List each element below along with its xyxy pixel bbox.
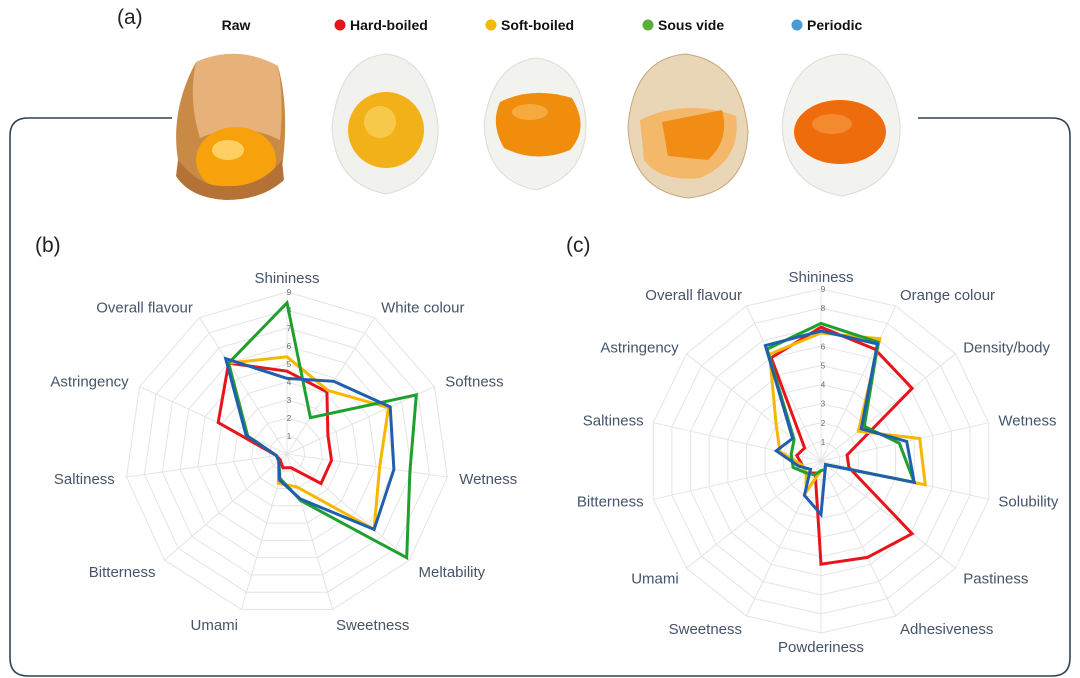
tick-label: 6 — [287, 342, 292, 351]
soft-boiled-egg-photo — [483, 57, 587, 191]
axis-label-overall-flavour: Overall flavour — [96, 300, 193, 317]
tick-label: 1 — [287, 432, 292, 441]
legend-label-hard-boiled: Hard-boiled — [350, 17, 428, 33]
legend-label-soft-boiled: Soft-boiled — [501, 17, 574, 33]
axis-label-density-body: Density/body — [963, 340, 1050, 357]
tick-label: 4 — [287, 378, 292, 387]
tick-label: 4 — [821, 381, 826, 390]
axis-label-astringency: Astringency — [50, 374, 129, 391]
grid-spoke — [286, 317, 376, 455]
tick-label: 2 — [821, 419, 826, 428]
axis-label-orange-colour: Orange colour — [900, 287, 995, 304]
series-hard-boiled — [216, 361, 334, 486]
panel-label-a: (a) — [117, 6, 143, 29]
periodic-egg-photo — [781, 53, 901, 197]
panel-frame — [9, 117, 1071, 677]
grid-ring — [215, 381, 359, 524]
grid-ring — [161, 327, 413, 576]
grid-spoke — [820, 353, 956, 462]
grid-spoke — [126, 453, 288, 478]
legend-item-sous-vide: Sous vide — [642, 17, 724, 33]
grid-spoke — [745, 305, 822, 462]
sous-vide-egg-photo — [627, 53, 749, 199]
hard-boiled-egg-photo — [331, 53, 439, 195]
axis-label-adhesiveness: Adhesiveness — [900, 621, 993, 638]
legend-label-periodic: Periodic — [807, 17, 862, 33]
legend-item-soft-boiled: Soft-boiled — [485, 17, 574, 33]
axis-label-umami: Umami — [631, 571, 679, 588]
axis-label-powderiness: Powderiness — [778, 639, 864, 656]
axis-label-astringency: Astringency — [600, 340, 679, 357]
series-periodic — [223, 356, 396, 532]
grid-spoke — [820, 460, 897, 617]
axis-label-wetness: Wetness — [998, 413, 1056, 430]
grid-spoke — [686, 353, 822, 462]
tick-label: 5 — [821, 361, 826, 370]
axis-label-sweetness: Sweetness — [669, 621, 742, 638]
tick-label: 2 — [287, 414, 292, 423]
grid-spoke — [820, 460, 956, 569]
grid-spoke — [286, 453, 410, 561]
legend: Raw Hard-boiled Soft-boiled Sous vide Pe… — [222, 17, 863, 33]
grid-spoke — [286, 386, 435, 455]
series-hard-boiled — [769, 325, 915, 566]
axis-label-bitterness: Bitterness — [89, 564, 156, 581]
grid-spoke — [653, 460, 822, 500]
axis-label-shininess: Shininess — [788, 269, 853, 286]
axis-label-pastiness: Pastiness — [963, 571, 1028, 588]
axis-label-bitterness: Bitterness — [577, 494, 644, 511]
grid-spoke — [653, 422, 822, 462]
legend-dot-periodic — [791, 19, 803, 31]
axis-label-solubility: Solubility — [998, 494, 1059, 511]
legend-dot-soft-boiled — [485, 19, 497, 31]
grid-spoke — [164, 453, 288, 561]
grid-spoke — [286, 453, 448, 478]
legend-dot-hard-boiled — [334, 19, 346, 31]
grid-ring — [197, 363, 377, 541]
axis-label-meltability: Meltability — [419, 564, 486, 581]
axis-label-wetness: Wetness — [459, 471, 517, 488]
tick-label: 3 — [821, 400, 826, 409]
grid-spoke — [686, 460, 822, 569]
grid-ring — [268, 435, 306, 472]
axis-label-saltiness: Saltiness — [583, 413, 644, 430]
axis-label-overall-flavour: Overall flavour — [645, 287, 742, 304]
grid-spoke — [139, 386, 288, 455]
axis-label-umami: Umami — [191, 617, 239, 634]
tick-label: 5 — [287, 360, 292, 369]
panel-label-c: (c) — [566, 234, 591, 257]
grid-spoke — [820, 305, 897, 462]
grid-ring — [143, 309, 431, 593]
axis-label-shininess: Shininess — [254, 270, 319, 287]
tick-label: 6 — [821, 342, 826, 351]
grid-spoke — [286, 453, 334, 610]
legend-dot-sous-vide — [642, 19, 654, 31]
legend-label-sous-vide: Sous vide — [658, 17, 724, 33]
axis-label-white-colour: White colour — [381, 300, 464, 317]
tick-label: 3 — [287, 396, 292, 405]
axis-label-saltiness: Saltiness — [54, 471, 115, 488]
axis-label-sweetness: Sweetness — [336, 617, 409, 634]
tick-label: 7 — [287, 324, 292, 333]
tick-label: 8 — [821, 304, 826, 313]
axis-label-softness: Softness — [445, 374, 503, 391]
tick-label: 9 — [821, 285, 826, 294]
raw-egg-in-shell-photo — [176, 53, 286, 200]
grid-ring — [126, 291, 448, 610]
tick-label: 9 — [287, 288, 292, 297]
legend-item-periodic: Periodic — [791, 17, 862, 33]
legend-item-hard-boiled: Hard-boiled — [334, 17, 428, 33]
grid-ring — [232, 399, 342, 507]
tick-label: 1 — [821, 438, 826, 447]
grid-spoke — [198, 317, 288, 455]
panel-label-b: (b) — [35, 234, 61, 257]
photo-label-raw: Raw — [222, 17, 251, 33]
series-periodic — [763, 329, 917, 519]
